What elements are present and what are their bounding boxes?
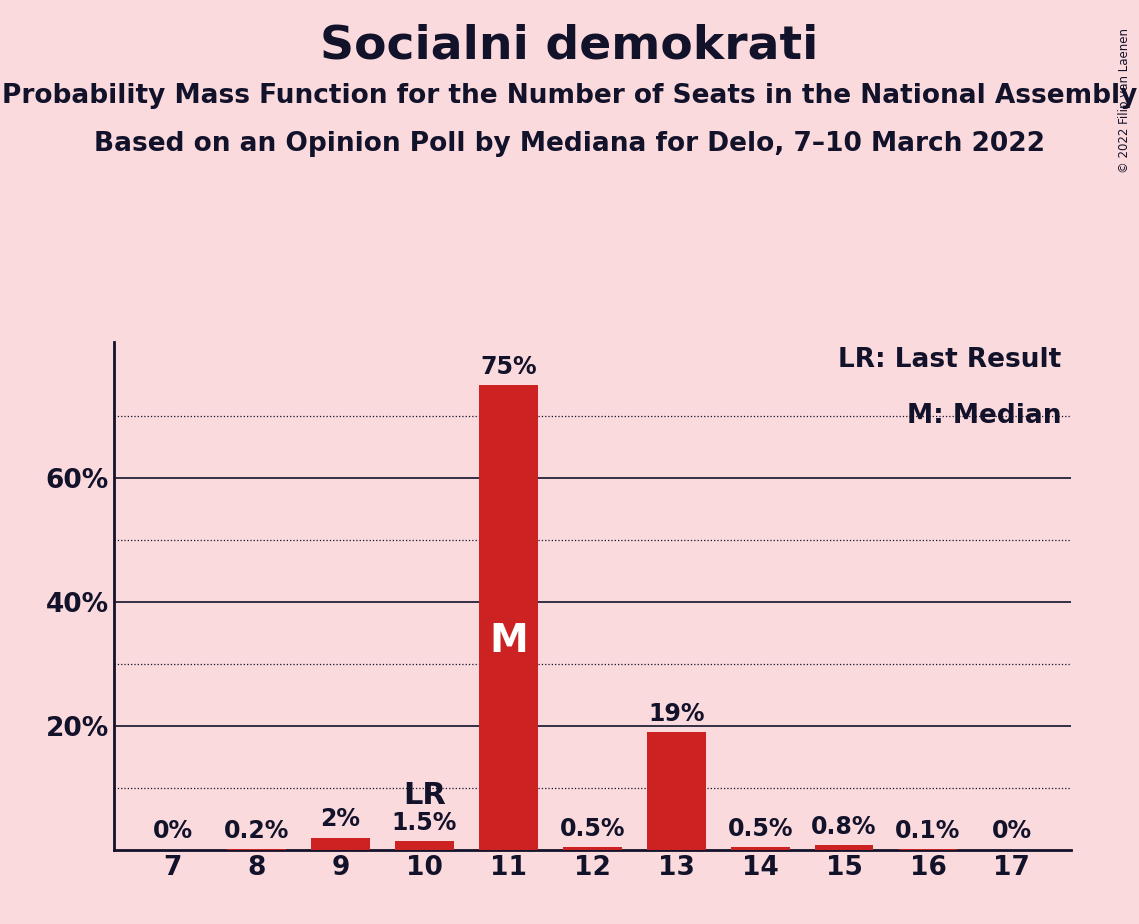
Text: 2%: 2% [320, 808, 361, 832]
Text: M: Median: M: Median [907, 403, 1062, 429]
Bar [227, 849, 286, 850]
Bar [311, 838, 370, 850]
Text: 0%: 0% [992, 819, 1032, 843]
Text: LR: Last Result: LR: Last Result [838, 346, 1062, 373]
Text: Socialni demokrati: Socialni demokrati [320, 23, 819, 68]
Text: M: M [489, 622, 527, 660]
Text: 0.5%: 0.5% [728, 817, 793, 841]
Text: 19%: 19% [648, 702, 704, 726]
Text: 0.5%: 0.5% [559, 817, 625, 841]
Bar [563, 847, 622, 850]
Bar [395, 841, 453, 850]
Bar [731, 847, 789, 850]
Bar [480, 385, 538, 850]
Text: 0%: 0% [153, 819, 192, 843]
Text: 0.2%: 0.2% [224, 819, 289, 843]
Text: LR: LR [403, 781, 445, 809]
Bar [814, 845, 874, 850]
Text: 0.1%: 0.1% [895, 820, 960, 844]
Text: © 2022 Filip van Laenen: © 2022 Filip van Laenen [1118, 28, 1131, 173]
Text: Probability Mass Function for the Number of Seats in the National Assembly: Probability Mass Function for the Number… [2, 83, 1137, 109]
Text: 75%: 75% [480, 355, 536, 379]
Text: 1.5%: 1.5% [392, 810, 457, 834]
Bar [647, 733, 705, 850]
Text: 0.8%: 0.8% [811, 815, 877, 839]
Text: Based on an Opinion Poll by Mediana for Delo, 7–10 March 2022: Based on an Opinion Poll by Mediana for … [95, 131, 1044, 157]
